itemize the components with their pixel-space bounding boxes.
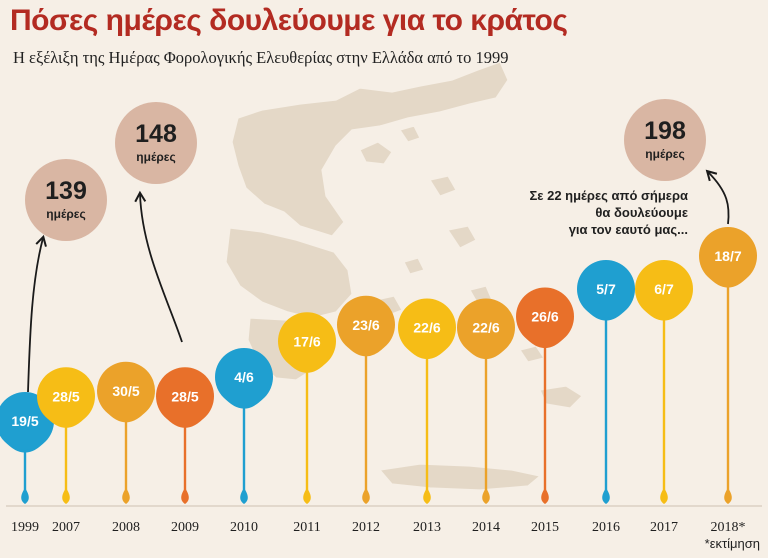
base-drop-2013: [423, 488, 431, 504]
year-label-2008: 2008: [112, 520, 140, 535]
date-label-2011: 17/6: [293, 333, 320, 349]
year-label-2013: 2013: [413, 520, 441, 535]
base-drop-1999: [21, 488, 29, 504]
callout-2009-unit: ημέρες: [136, 150, 175, 164]
pin-head-2018: [699, 227, 757, 285]
callout-1999-value: 139: [45, 177, 87, 205]
date-label-2008: 30/5: [112, 383, 139, 399]
callout-2018-value: 198: [644, 117, 686, 145]
annotation-line-3: για τον εαυτό μας...: [568, 222, 688, 237]
base-drop-2015: [541, 488, 549, 504]
year-label-2017: 2017: [650, 520, 678, 535]
base-drop-2018: [724, 488, 732, 504]
base-drop-2016: [602, 488, 610, 504]
pin-head-2011: [278, 312, 336, 371]
footnote: *εκτίμηση: [704, 536, 760, 551]
pin-head-2015: [516, 287, 574, 346]
year-label-2016: 2016: [592, 520, 620, 535]
pin-head-2012: [337, 295, 395, 354]
base-drop-2009: [181, 488, 189, 504]
callout-1999: 139 ημέρες: [25, 159, 107, 393]
date-label-2016: 5/7: [596, 281, 616, 297]
year-label-2018: 2018*: [711, 520, 746, 535]
base-drop-2012: [362, 488, 370, 504]
base-drop-2011: [303, 488, 311, 504]
callout-1999-circle: [25, 159, 107, 241]
year-label-2010: 2010: [230, 520, 258, 535]
base-drop-2017: [660, 488, 668, 504]
base-drop-2007: [62, 488, 70, 504]
pin-head-2009: [156, 367, 214, 426]
pin-head-2008: [97, 361, 155, 420]
callout-2009-circle: [115, 102, 197, 184]
callout-2018: 198 ημέρες: [624, 99, 730, 225]
chart-title: Πόσες ημέρες δουλεύουμε για το κράτος: [10, 4, 568, 37]
pin-head-2017: [635, 260, 693, 318]
lollipop-stems: [21, 283, 732, 504]
callout-2009-arrow: [134, 190, 183, 343]
pin-head-2007: [37, 367, 95, 426]
date-label-2012: 23/6: [352, 317, 379, 333]
annotation-line-1: Σε 22 ημέρες από σήμερα: [529, 188, 689, 203]
base-drop-2008: [122, 488, 130, 504]
date-label-2015: 26/6: [531, 309, 558, 325]
lollipop-heads: 19/5 28/5 30/5 28/5 4/6 17/6 23/6 22/6 22/6 26/6 5…: [0, 227, 757, 453]
callout-1999-arrow: [27, 234, 47, 393]
date-label-2017: 6/7: [654, 281, 674, 297]
date-label-1999: 19/5: [11, 413, 38, 429]
year-label-2011: 2011: [293, 520, 320, 535]
year-label-2012: 2012: [352, 520, 380, 535]
year-tick-labels: 1999 2007 2008 2009 2010 2011 2012 2013 2014 2015…: [11, 520, 746, 535]
callout-1999-unit: ημέρες: [46, 207, 85, 221]
date-label-2013: 22/6: [413, 320, 440, 336]
callout-2009: 148 ημέρες: [115, 102, 197, 343]
year-label-1999: 1999: [11, 520, 39, 535]
date-label-2018: 18/7: [714, 248, 741, 264]
pin-head-2013: [398, 298, 456, 357]
year-label-2007: 2007: [52, 520, 80, 535]
greece-map-illustration: [225, 61, 583, 491]
annotation-text: Σε 22 ημέρες από σήμερα θα δουλεύουμε γι…: [500, 187, 689, 238]
year-label-2009: 2009: [171, 520, 199, 535]
base-drop-2014: [482, 488, 490, 504]
year-label-2015: 2015: [531, 520, 559, 535]
chart-subtitle: Η εξέλιξη της Ημέρας Φορολογικής Ελευθερ…: [13, 48, 509, 67]
annotation-line-2: θα δουλεύουμε: [595, 205, 688, 220]
base-drop-2010: [240, 488, 248, 504]
date-label-2014: 22/6: [472, 320, 499, 336]
pin-head-2016: [577, 260, 635, 318]
pin-head-2010: [215, 348, 273, 406]
callout-2018-circle: [624, 99, 706, 181]
callout-2009-value: 148: [135, 120, 177, 148]
callout-2018-unit: ημέρες: [645, 147, 684, 161]
year-label-2014: 2014: [472, 520, 500, 535]
pin-head-2014: [457, 298, 515, 357]
callout-2018-arrow: [705, 169, 730, 225]
date-label-2010: 4/6: [234, 369, 254, 385]
date-label-2007: 28/5: [52, 388, 79, 404]
date-label-2009: 28/5: [171, 388, 198, 404]
